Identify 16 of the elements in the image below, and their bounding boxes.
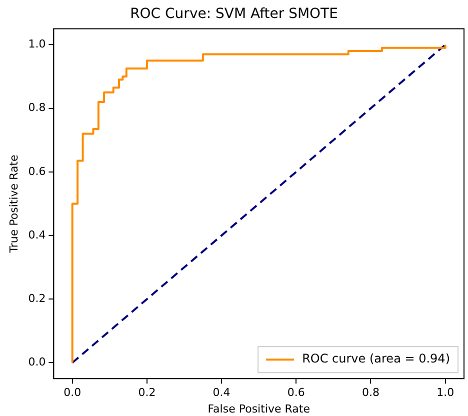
x-tick-label: 0.0 [64,386,82,400]
chart-title: ROC Curve: SVM After SMOTE [130,6,338,22]
y-tick-label: 0.6 [28,164,46,178]
y-tick-label: 0.0 [28,356,46,369]
x-tick-label: 1.0 [436,386,454,400]
legend-label: ROC curve (area = 0.94) [302,352,450,366]
y-tick-label: 0.2 [28,292,46,305]
x-tick-label: 0.6 [287,386,305,400]
y-axis-title: True Positive Rate [7,154,20,254]
y-tick-label: 0.4 [28,228,46,242]
y-tick-label: 0.8 [28,101,46,114]
y-tick-label: 1.0 [28,38,46,51]
x-axis-title: False Positive Rate [208,402,310,416]
x-tick-label: 0.4 [212,386,230,400]
x-tick-label: 0.8 [362,386,380,400]
x-tick-label: 0.2 [138,386,156,400]
